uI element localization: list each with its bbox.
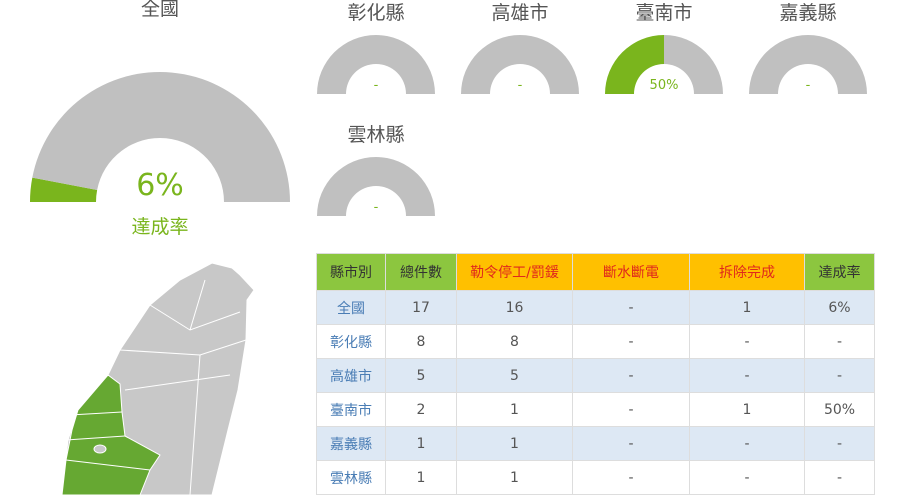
table-cell: 1: [689, 392, 805, 427]
table-cell: 1: [689, 290, 805, 325]
table-cell: -: [804, 358, 875, 393]
column-header: 總件數: [385, 253, 457, 291]
map-region-highlighted[interactable]: [61, 374, 161, 495]
table-row: 嘉義縣 1 1- - -: [316, 426, 875, 461]
gauge-title: 彰化縣: [347, 2, 405, 24]
table-cell: -: [572, 358, 690, 393]
table-row: 全國 17 16-1 6%: [316, 290, 875, 325]
table-cell: 6%: [804, 290, 875, 325]
gauge-value: -: [517, 78, 523, 93]
table-cell: 1: [385, 460, 457, 495]
table-cell: -: [572, 426, 690, 461]
table-row: 彰化縣 8 8- - -: [316, 324, 875, 359]
county-name-cell[interactable]: 彰化縣: [316, 324, 386, 359]
table-cell: 16: [456, 290, 573, 325]
national-gauge-filled-arc: [30, 177, 98, 202]
county-name-cell[interactable]: 全國: [316, 290, 386, 325]
table-cell: -: [689, 358, 805, 393]
table-cell: -: [804, 460, 875, 495]
table-cell: 5: [385, 358, 457, 393]
table-cell: 1: [456, 392, 573, 427]
gauge-title: 臺南市: [635, 2, 693, 24]
column-header: 斷水斷電: [572, 253, 690, 291]
county-gauge: [317, 157, 435, 216]
county-name-cell[interactable]: 臺南市: [316, 392, 386, 427]
column-header: 縣市別: [316, 253, 386, 291]
table-row: 臺南市 2 1-1 50%: [316, 392, 875, 427]
table-row: 雲林縣 1 1- - -: [316, 460, 875, 495]
national-gauge-empty-arc: [32, 72, 290, 202]
taiwan-map: [61, 262, 255, 495]
gauge-value: -: [373, 78, 379, 93]
table-cell: 2: [385, 392, 457, 427]
county-gauge: [461, 35, 579, 94]
column-header: 拆除完成: [689, 253, 805, 291]
stats-table: 縣市別 總件數 勒令停工/罰鍰 斷水斷電 拆除完成 達成率 全國 17 16-1 6% 彰化縣 8 8…: [316, 253, 875, 495]
county-gauge-empty-arc: [749, 35, 867, 94]
table-cell: -: [572, 290, 690, 325]
table-row: 高雄市 5 5- - -: [316, 358, 875, 393]
column-header: 達成率: [804, 253, 875, 291]
county-name-cell[interactable]: 嘉義縣: [316, 426, 386, 461]
table-cell: 8: [385, 324, 457, 359]
county-gauge-empty-arc: [664, 35, 723, 94]
gauge-title: 雲林縣: [347, 124, 405, 146]
county-gauge: [317, 35, 435, 94]
county-gauge: [605, 35, 723, 94]
table-cell: -: [572, 460, 690, 495]
table-cell: -: [572, 392, 690, 427]
table-cell: 1: [456, 426, 573, 461]
national-rate-value: 6%: [136, 168, 184, 203]
table-cell: -: [804, 324, 875, 359]
table-cell: 50%: [804, 392, 875, 427]
gauge-value: -: [373, 200, 379, 215]
national-rate-caption: 達成率: [131, 216, 189, 238]
table-cell: -: [689, 426, 805, 461]
table-cell: 8: [456, 324, 573, 359]
table-cell: 17: [385, 290, 457, 325]
table-cell: -: [804, 426, 875, 461]
gauge-value: 50%: [649, 78, 679, 93]
gauge-value: -: [805, 78, 811, 93]
table-cell: -: [689, 460, 805, 495]
national-gauge: [30, 72, 290, 202]
table-cell: -: [689, 324, 805, 359]
table-cell: 1: [385, 426, 457, 461]
column-header: 勒令停工/罰鍰: [456, 253, 573, 291]
table-cell: 5: [456, 358, 573, 393]
table-cell: -: [572, 324, 690, 359]
county-gauge-empty-arc: [461, 35, 579, 94]
national-title: 全國: [140, 0, 179, 20]
county-name-cell[interactable]: 高雄市: [316, 358, 386, 393]
gauge-title: 嘉義縣: [779, 2, 837, 24]
county-gauge-empty-arc: [317, 35, 435, 94]
table-cell: 1: [456, 460, 573, 495]
gauge-title: 高雄市: [491, 2, 549, 24]
county-gauge-empty-arc: [317, 157, 435, 216]
county-name-cell[interactable]: 雲林縣: [316, 460, 386, 495]
county-gauge-filled-arc: [605, 35, 664, 94]
county-gauge: [749, 35, 867, 94]
